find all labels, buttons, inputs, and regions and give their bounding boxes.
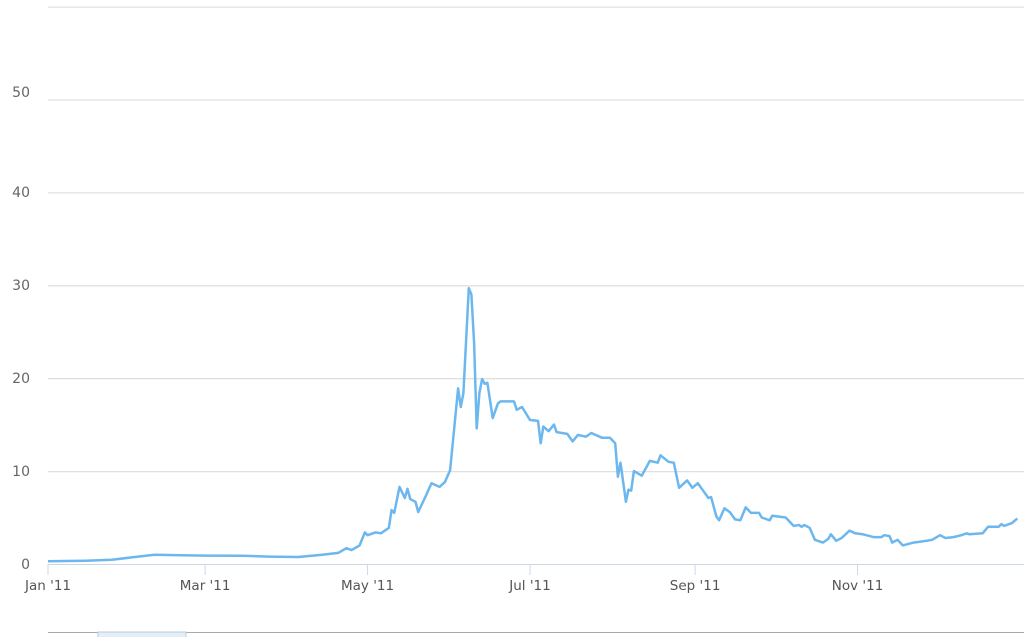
x-tick-label: Nov '11 [832,578,884,594]
x-tick-label: Sep '11 [670,578,721,594]
y-tick-label: 50 [12,85,30,101]
x-tick-label: Jan '11 [24,578,71,594]
navigator-range-selector[interactable] [97,631,187,637]
x-tick-label: Mar '11 [180,578,231,594]
y-tick-label: 0 [21,557,30,573]
x-tick-labels: Jan '11 Mar '11 May '11 Jul '11 Sep '11 … [24,578,883,594]
y-tick-label: 40 [12,185,30,201]
navigator[interactable] [48,631,1024,637]
price-series-line [47,286,1019,563]
y-axis: 0 10 20 30 40 50 [12,85,30,573]
gridlines [48,6,1024,473]
x-tick-label: Jul '11 [508,578,550,594]
y-tick-label: 10 [12,464,30,480]
y-tick-label: 30 [12,278,30,294]
x-tick-label: May '11 [341,578,394,594]
y-tick-label: 20 [12,371,30,387]
x-axis [47,564,1024,575]
